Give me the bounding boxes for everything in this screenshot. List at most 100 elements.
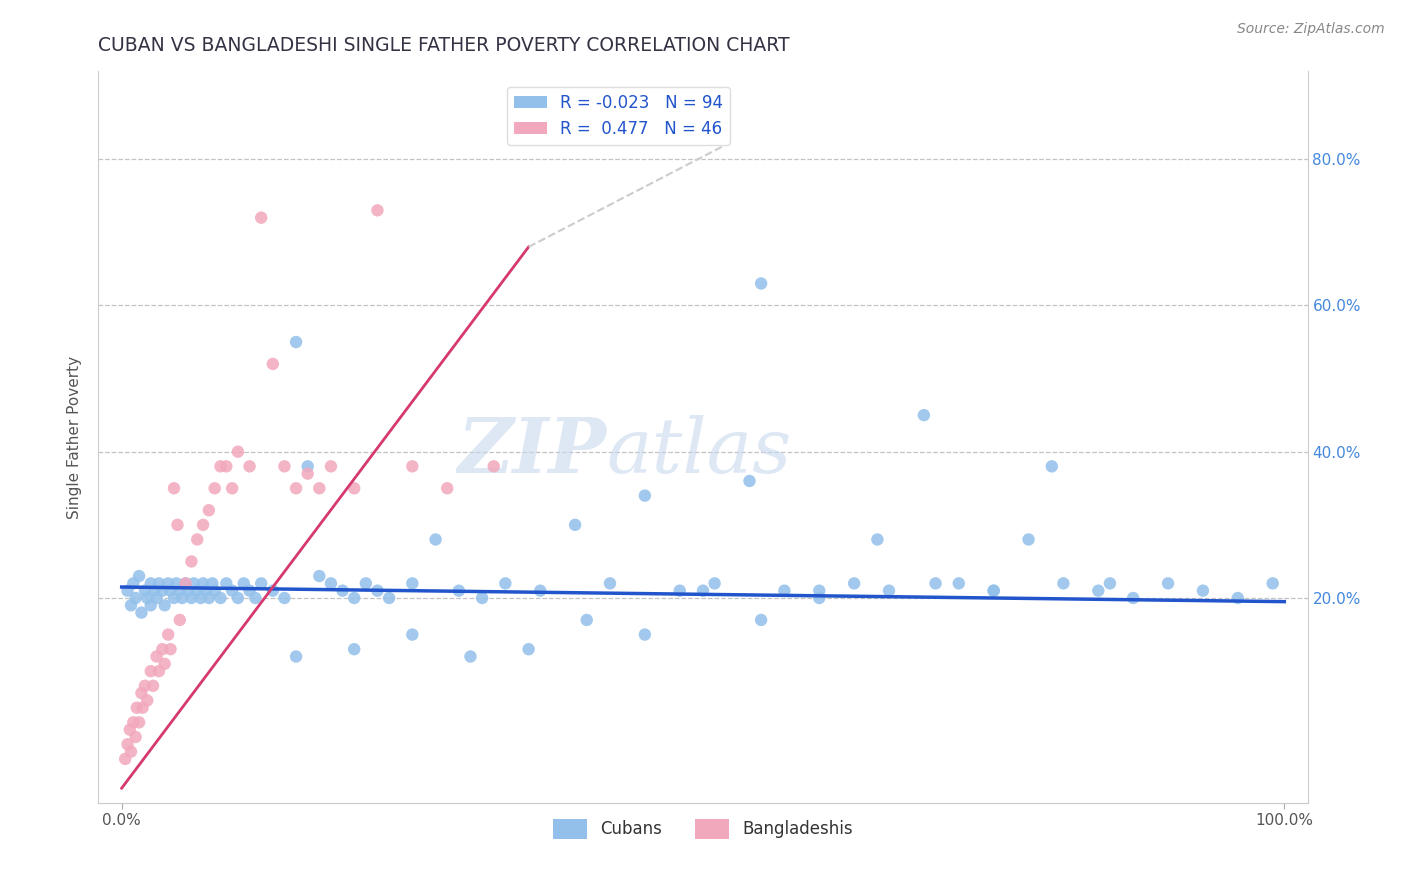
Point — [912, 408, 935, 422]
Point — [169, 583, 191, 598]
Point — [139, 599, 162, 613]
Point — [177, 583, 200, 598]
Point — [209, 459, 232, 474]
Point — [866, 533, 889, 547]
Point — [1052, 576, 1074, 591]
Point — [366, 583, 388, 598]
Point — [180, 554, 202, 568]
Point — [131, 700, 153, 714]
Y-axis label: Single Father Poverty: Single Father Poverty — [67, 356, 83, 518]
Point — [1098, 576, 1121, 591]
Point — [191, 576, 214, 591]
Point — [159, 583, 181, 598]
Point — [401, 576, 423, 591]
Point — [308, 569, 330, 583]
Point — [150, 583, 173, 598]
Point — [226, 591, 249, 605]
Point — [844, 576, 866, 591]
Point — [1040, 459, 1063, 474]
Point — [378, 591, 401, 605]
Point — [425, 533, 447, 547]
Point — [165, 576, 187, 591]
Point — [239, 459, 262, 474]
Point — [749, 277, 772, 291]
Point — [125, 700, 148, 714]
Point — [139, 576, 162, 591]
Point — [163, 481, 186, 495]
Point — [564, 517, 586, 532]
Point — [517, 642, 540, 657]
Point — [186, 583, 208, 598]
Point — [204, 481, 226, 495]
Text: Source: ZipAtlas.com: Source: ZipAtlas.com — [1237, 22, 1385, 37]
Point — [634, 627, 657, 641]
Point — [174, 576, 197, 591]
Point — [285, 334, 308, 349]
Point — [273, 459, 295, 474]
Point — [136, 693, 159, 707]
Point — [808, 583, 831, 598]
Point — [494, 576, 516, 591]
Point — [599, 576, 621, 591]
Point — [239, 583, 262, 598]
Point — [1226, 591, 1249, 605]
Point — [120, 599, 142, 613]
Point — [180, 591, 202, 605]
Point — [114, 752, 136, 766]
Point — [354, 576, 377, 591]
Text: ZIP: ZIP — [457, 415, 606, 489]
Point — [190, 591, 212, 605]
Point — [131, 606, 153, 620]
Point — [221, 583, 243, 598]
Point — [122, 576, 145, 591]
Point — [471, 591, 494, 605]
Point — [122, 715, 145, 730]
Point — [174, 576, 197, 591]
Point — [343, 591, 366, 605]
Point — [447, 583, 470, 598]
Point — [136, 591, 159, 605]
Point — [285, 649, 308, 664]
Point — [124, 591, 146, 605]
Point — [148, 576, 170, 591]
Point — [153, 599, 176, 613]
Text: atlas: atlas — [606, 415, 792, 489]
Point — [143, 583, 166, 598]
Point — [366, 203, 388, 218]
Point — [285, 481, 308, 495]
Point — [773, 583, 796, 598]
Point — [297, 467, 319, 481]
Point — [209, 591, 232, 605]
Point — [150, 642, 173, 657]
Point — [529, 583, 551, 598]
Point — [157, 576, 180, 591]
Point — [634, 489, 657, 503]
Point — [117, 737, 139, 751]
Point — [145, 649, 167, 664]
Point — [186, 533, 208, 547]
Point — [1122, 591, 1144, 605]
Point — [198, 503, 221, 517]
Point — [166, 517, 188, 532]
Point — [153, 657, 176, 671]
Point — [117, 583, 139, 598]
Point — [128, 715, 150, 730]
Point — [332, 583, 354, 598]
Point — [808, 591, 831, 605]
Point — [343, 481, 366, 495]
Point — [1087, 583, 1109, 598]
Point — [703, 576, 725, 591]
Point — [145, 591, 167, 605]
Legend: Cubans, Bangladeshis: Cubans, Bangladeshis — [547, 812, 859, 846]
Point — [221, 481, 243, 495]
Point — [692, 583, 714, 598]
Point — [273, 591, 295, 605]
Point — [139, 664, 162, 678]
Point — [134, 583, 156, 598]
Point — [120, 745, 142, 759]
Point — [169, 613, 191, 627]
Point — [131, 686, 153, 700]
Point — [319, 576, 342, 591]
Point — [983, 583, 1005, 598]
Point — [172, 591, 194, 605]
